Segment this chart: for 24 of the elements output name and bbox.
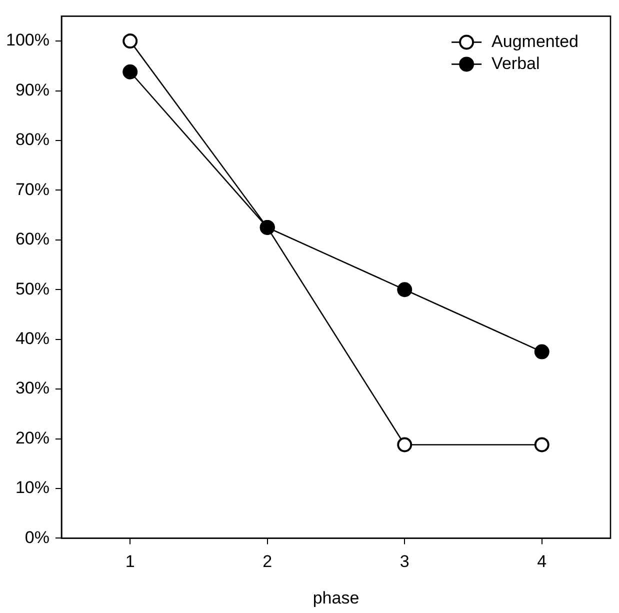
x-axis-title: phase	[312, 588, 360, 608]
point	[534, 437, 550, 452]
point	[122, 34, 138, 49]
legend-label: Verbal	[492, 54, 540, 73]
point	[397, 282, 412, 298]
y-tick-label: 0%	[24, 528, 50, 547]
y-tick-label: 60%	[15, 230, 50, 249]
x-tick-label: 2	[262, 552, 272, 572]
y-tick-label: 90%	[15, 80, 50, 100]
point	[122, 64, 138, 80]
y-tick-label: 80%	[15, 130, 50, 150]
y-tick-label: 10%	[15, 478, 50, 498]
x-tick-label: 4	[537, 552, 547, 572]
y-tick-label: 40%	[15, 329, 50, 348]
y-tick-label: 30%	[15, 378, 50, 398]
x-tick-label: 3	[400, 552, 410, 572]
y-tick-label: 100%	[6, 30, 50, 50]
point	[397, 437, 412, 452]
y-tick-label: 70%	[15, 180, 50, 199]
y-tick-label: 20%	[15, 428, 50, 448]
x-tick-label: 1	[125, 552, 135, 572]
y-tick-label: 50%	[15, 279, 50, 298]
legend-label: Augmented	[492, 32, 578, 51]
point	[534, 344, 550, 360]
